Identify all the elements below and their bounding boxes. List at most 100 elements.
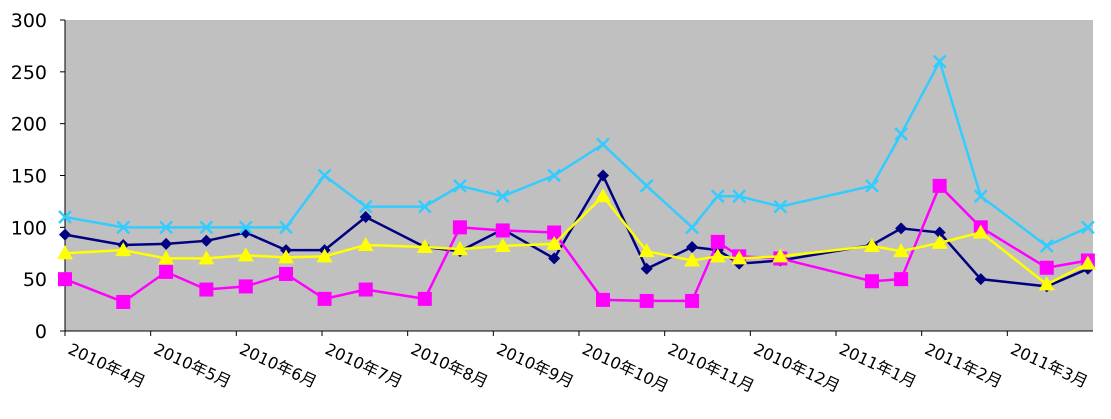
marker [278,249,295,264]
marker [973,189,988,204]
marker [1039,239,1054,253]
marker [638,243,655,258]
y-tick-label: 300 [11,10,47,32]
x-tick-label: 2010年12月 [751,339,843,396]
series-line [64,172,1089,288]
marker [547,168,562,183]
marker [159,220,173,235]
marker [732,189,747,204]
marker [453,178,467,193]
marker [158,250,175,265]
marker [546,235,563,250]
marker [864,274,879,289]
marker [974,273,987,286]
x-tick-label: 2010年10月 [579,339,671,396]
marker [594,188,611,203]
y-tick-label: 200 [11,114,47,136]
x-tick-label: 2011年1月 [836,339,919,391]
marker [452,220,467,235]
marker [58,210,72,224]
marker [495,189,510,204]
y-tick-label: 50 [23,269,47,291]
x-tick-label: 2010年11月 [665,339,757,396]
x-tick-label: 2010年5月 [151,339,234,391]
x-tick-label: 2010年8月 [408,339,491,391]
marker [238,279,253,294]
marker [684,252,701,267]
series-line [64,58,1089,248]
marker [731,250,748,265]
marker [640,262,653,275]
marker [893,243,910,258]
marker [358,282,373,297]
marker [359,210,372,223]
marker [115,242,132,257]
marker [894,127,908,141]
marker [417,291,432,306]
y-tick-label: 0 [35,321,47,343]
marker [686,241,699,254]
marker [279,266,294,281]
marker [159,264,174,279]
marker [57,245,73,260]
marker [1079,255,1096,270]
marker [316,248,333,263]
marker [547,225,562,240]
marker [237,247,254,262]
marker [279,220,293,235]
marker [931,234,948,249]
series-line [64,194,1089,286]
marker [772,248,789,263]
marker [357,236,374,251]
marker [894,272,909,287]
x-tick-label: 2011年3月 [1008,339,1091,391]
plot-area [65,20,1093,331]
marker [451,241,468,256]
marker [198,250,215,265]
marker [596,169,609,182]
marker [58,272,72,287]
marker [160,237,173,250]
marker [1080,220,1095,235]
marker [116,294,131,309]
y-tick-label: 100 [11,217,47,239]
marker [685,293,700,308]
marker [317,168,332,183]
y-tick-label: 150 [11,166,47,188]
marker [639,178,654,193]
marker [972,224,989,239]
y-tick-label: 250 [11,62,47,84]
x-tick-label: 2010年4月 [65,339,148,391]
marker [710,234,725,249]
x-tick-label: 2011年2月 [922,339,1005,391]
marker [710,189,725,204]
marker [199,220,214,235]
x-tick-label: 2010年6月 [237,339,320,391]
x-tick-label: 2010年7月 [322,339,405,391]
marker [1039,260,1054,275]
marker [494,237,511,252]
marker [495,223,510,238]
marker [596,137,610,152]
marker [59,228,71,241]
marker [116,220,131,235]
marker [639,293,654,308]
marker [416,239,433,254]
marker [685,220,699,235]
marker [417,199,432,214]
marker [895,222,908,235]
marker [863,237,880,252]
marker [200,234,213,247]
marker [865,178,879,193]
marker [317,291,332,306]
marker [933,226,946,239]
marker [358,199,373,214]
marker [199,282,214,297]
marker [238,220,253,235]
marker [773,199,788,214]
marker [1038,276,1055,291]
marker [932,178,947,193]
marker [932,54,947,69]
marker [548,252,561,265]
